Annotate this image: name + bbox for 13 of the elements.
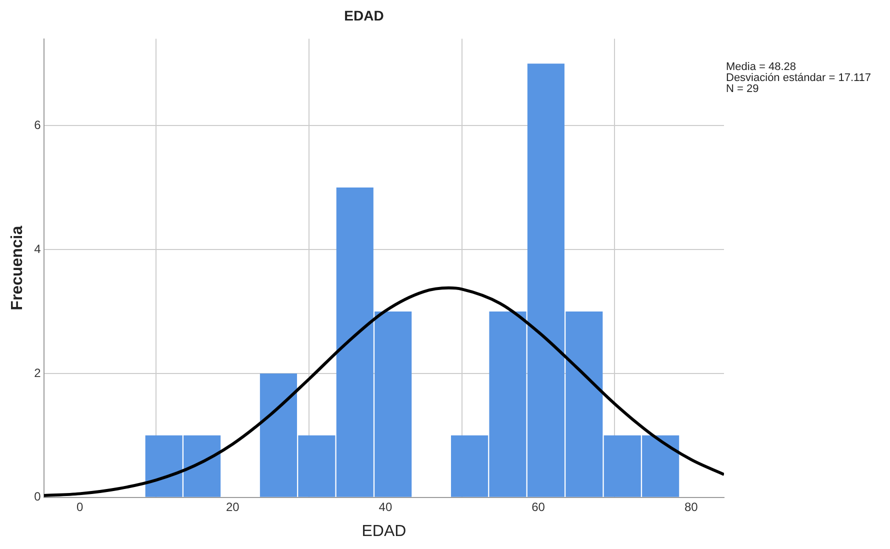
x-tick-label: 20 (226, 500, 240, 514)
x-tick-label: 40 (378, 500, 392, 514)
x-tick-label: 60 (532, 500, 546, 514)
y-axis-title: Frecuencia (9, 226, 26, 310)
x-axis-title: EDAD (362, 522, 406, 540)
text: Media = 48.28 Desviación estándar = 17.117 N = 29 (726, 61, 872, 95)
x-tick-label: 0 (76, 500, 84, 514)
y-tick-label: 2 (34, 366, 42, 380)
y-tick-label: 6 (34, 118, 42, 132)
y-tick-label: 4 (34, 242, 42, 256)
y-tick-label: 0 (34, 490, 42, 504)
x-tick-label: 80 (684, 500, 698, 514)
chart-title: EDAD (344, 7, 384, 24)
